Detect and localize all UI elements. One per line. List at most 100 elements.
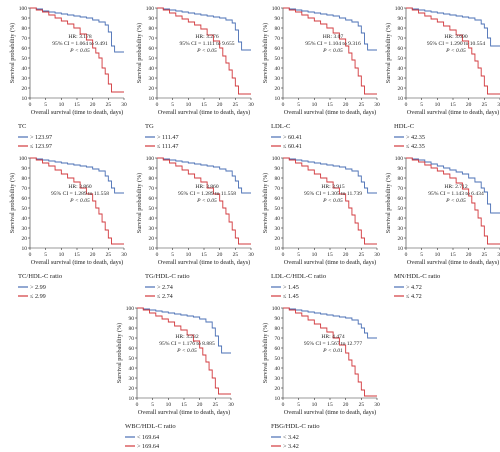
survival-curve-low (283, 7, 377, 95)
x-axis-label: Overall survival (time to death, days) (284, 259, 376, 266)
y-tick-label: 20 (275, 86, 281, 92)
survival-curve-low (157, 157, 251, 245)
p-value: P < 0.05 (196, 48, 217, 54)
x-tick-label: 15 (201, 102, 207, 108)
y-tick-label: 100 (272, 306, 281, 312)
hazard-ratio: HR: 3.276 (195, 34, 219, 40)
legend-label-low: ≤ 2.74 (157, 293, 173, 300)
y-tick-label: 10 (398, 246, 404, 252)
group-name: TG (145, 123, 154, 130)
group-name: MN/HDL-C ratio (394, 273, 441, 280)
x-tick-label: 15 (327, 252, 333, 258)
y-tick-label: 20 (22, 236, 28, 242)
y-axis-label: Survival probability (%) (385, 23, 392, 84)
x-tick-label: 25 (106, 102, 112, 108)
group-name: TC/HDL-C ratio (18, 273, 63, 280)
y-tick-label: 80 (22, 176, 28, 182)
p-value: P < 0.01 (322, 348, 343, 354)
x-tick-label: 20 (466, 102, 472, 108)
y-tick-label: 70 (22, 36, 28, 42)
survival-curve-high (283, 307, 377, 339)
x-tick-label: 20 (90, 102, 96, 108)
group-name: TG/HDL-C ratio (145, 273, 190, 280)
confidence-interval: 95% CI = 1.567 to 12.777 (304, 341, 363, 347)
y-axis-label: Survival probability (%) (136, 173, 143, 234)
survival-curve-high (283, 7, 377, 51)
x-tick-label: 5 (297, 102, 300, 108)
x-tick-label: 5 (297, 252, 300, 258)
x-tick-label: 0 (405, 252, 408, 258)
x-tick-label: 0 (282, 102, 285, 108)
legend-label-low: > 169.64 (137, 443, 159, 450)
x-tick-label: 10 (312, 102, 318, 108)
y-tick-label: 10 (275, 396, 281, 402)
x-tick-label: 20 (217, 252, 223, 258)
confidence-interval: 95% CI = 1.289 to 11.558 (51, 191, 109, 197)
y-tick-label: 10 (129, 396, 135, 402)
y-tick-label: 20 (149, 86, 155, 92)
x-tick-label: 20 (217, 102, 223, 108)
y-tick-label: 50 (275, 206, 281, 212)
x-tick-label: 30 (121, 102, 127, 108)
legend-label-low: ≤ 4.72 (406, 293, 422, 300)
legend-label-low: ≤ 111.47 (157, 143, 179, 150)
survival-curve-high (283, 157, 377, 194)
y-tick-label: 60 (22, 196, 28, 202)
y-tick-label: 70 (149, 36, 155, 42)
hazard-ratio: HR: 3.178 (68, 34, 92, 40)
p-value: P < 0.05 (69, 48, 90, 54)
x-tick-label: 15 (201, 252, 207, 258)
y-tick-label: 100 (272, 156, 281, 162)
y-tick-label: 60 (22, 46, 28, 52)
y-tick-label: 20 (149, 236, 155, 242)
y-tick-label: 90 (398, 16, 404, 22)
confidence-interval: 95% CI = 1.111 to 9.655 (179, 41, 234, 47)
y-tick-label: 10 (149, 96, 155, 102)
x-tick-label: 0 (29, 252, 32, 258)
hazard-ratio: HR: 3.860 (68, 184, 92, 190)
y-tick-label: 10 (149, 246, 155, 252)
km-panel: 102030405060708090100051015202530Overall… (385, 6, 500, 150)
x-tick-label: 10 (59, 252, 65, 258)
x-tick-label: 30 (248, 102, 254, 108)
x-axis-label: Overall survival (time to death, days) (138, 409, 230, 416)
x-tick-label: 30 (248, 252, 254, 258)
y-tick-label: 30 (149, 76, 155, 82)
p-value: P < 0.05 (196, 198, 217, 204)
p-value: P < 0.05 (322, 198, 343, 204)
y-axis-label: Survival probability (%) (262, 323, 269, 384)
y-axis-label: Survival probability (%) (385, 173, 392, 234)
x-tick-label: 10 (312, 402, 318, 408)
y-tick-label: 90 (275, 166, 281, 172)
survival-curve-high (157, 7, 251, 51)
x-tick-label: 10 (186, 252, 192, 258)
x-tick-label: 15 (181, 402, 187, 408)
x-axis-label: Overall survival (time to death, days) (31, 109, 123, 116)
x-tick-label: 5 (151, 402, 154, 408)
x-tick-label: 15 (450, 102, 456, 108)
hazard-ratio: HR: 3.07 (323, 34, 344, 40)
x-tick-label: 30 (374, 402, 380, 408)
x-tick-label: 20 (343, 252, 349, 258)
y-tick-label: 40 (129, 366, 135, 372)
y-tick-label: 90 (22, 166, 28, 172)
y-tick-label: 90 (129, 316, 135, 322)
legend-label-high: > 60.41 (283, 134, 302, 141)
x-tick-label: 25 (359, 252, 365, 258)
y-tick-label: 20 (398, 236, 404, 242)
x-tick-label: 5 (44, 252, 47, 258)
x-tick-label: 10 (59, 102, 65, 108)
survival-curve-high (157, 157, 251, 194)
y-tick-label: 10 (22, 96, 28, 102)
x-tick-label: 30 (497, 252, 500, 258)
survival-curve-low (406, 7, 500, 95)
legend-label-low: ≤ 2.99 (30, 293, 46, 300)
y-tick-label: 50 (275, 356, 281, 362)
y-tick-label: 50 (398, 56, 404, 62)
y-tick-label: 50 (22, 56, 28, 62)
x-tick-label: 15 (450, 252, 456, 258)
x-axis-label: Overall survival (time to death, days) (158, 109, 250, 116)
x-tick-label: 5 (171, 252, 174, 258)
